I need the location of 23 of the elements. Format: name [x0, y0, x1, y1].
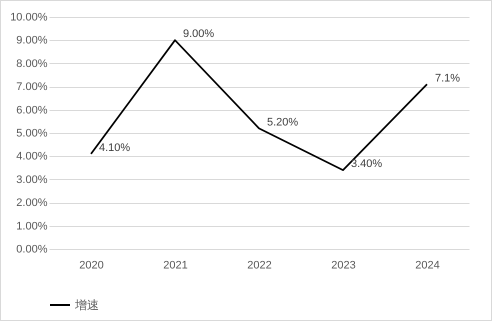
y-tick-label: 9.00%: [16, 34, 48, 47]
y-tick-label: 6.00%: [16, 104, 48, 116]
y-tick-label: 0.00%: [16, 244, 48, 256]
legend-label: 增速: [74, 298, 99, 312]
data-label: 7.1%: [435, 72, 460, 84]
y-tick-label: 4.00%: [16, 150, 48, 163]
y-tick-label: 8.00%: [16, 58, 48, 70]
x-tick-label: 2023: [331, 260, 356, 272]
data-label: 9.00%: [183, 28, 214, 40]
y-tick-label: 10.00%: [10, 12, 48, 24]
x-tick-label: 2020: [79, 260, 104, 272]
y-tick-label: 5.00%: [16, 128, 48, 140]
line-series: [90, 39, 428, 171]
data-label: 3.40%: [351, 158, 382, 170]
data-label: 4.10%: [99, 142, 130, 154]
data-label: 5.20%: [267, 116, 298, 128]
x-tick-label: 2022: [247, 260, 272, 272]
y-tick-label: 2.00%: [16, 197, 48, 210]
x-tick-label: 2024: [415, 260, 440, 272]
x-tick-label: 2021: [163, 260, 188, 272]
y-tick-label: 7.00%: [16, 81, 48, 94]
y-tick-label: 1.00%: [16, 220, 48, 232]
y-tick-label: 3.00%: [16, 174, 48, 186]
